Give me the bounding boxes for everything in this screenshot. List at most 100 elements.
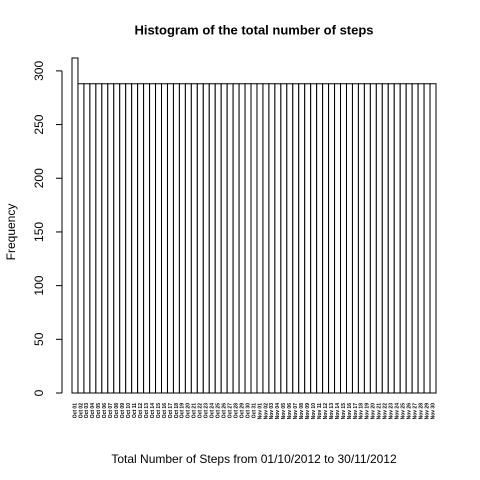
- x-axis-label: Total Number of Steps from 01/10/2012 to…: [111, 452, 397, 466]
- x-tick-label: Nov 18: [359, 403, 365, 420]
- bar: [274, 83, 282, 394]
- x-tick-label: Nov 22: [383, 403, 389, 420]
- x-tick-label: Oct 26: [221, 403, 227, 419]
- x-tick-label: Oct 17: [168, 403, 174, 419]
- x-tick-label: Oct 21: [192, 403, 198, 419]
- x-tick-label: Oct 13: [144, 403, 150, 419]
- x-tick-label: Nov 24: [395, 403, 401, 420]
- x-tick-label: Oct 19: [180, 403, 186, 419]
- x-tick-label: Oct 04: [90, 403, 96, 419]
- x-tick-label: Oct 01: [72, 403, 78, 419]
- x-tick-label: Nov 15: [341, 403, 347, 420]
- bar: [190, 83, 198, 394]
- x-tick-label: Oct 27: [227, 403, 233, 419]
- x-tick-label: Oct 29: [239, 403, 245, 419]
- x-tick-label: Oct 25: [216, 403, 222, 419]
- bar: [166, 83, 174, 394]
- x-tick-label: Nov 08: [299, 403, 305, 420]
- x-tick-label: Nov 02: [263, 403, 269, 420]
- x-tick-label: Oct 20: [186, 403, 192, 419]
- bar: [71, 57, 79, 394]
- x-tick-label: Nov 29: [424, 403, 430, 420]
- y-axis-label: Frequency: [4, 204, 18, 261]
- x-tick-label: Nov 27: [412, 403, 418, 420]
- x-tick-label: Nov 10: [311, 403, 317, 420]
- bar: [250, 83, 258, 394]
- bar: [292, 83, 300, 394]
- bar: [357, 83, 365, 394]
- x-tick-label: Nov 16: [347, 403, 353, 420]
- x-tick-label: Nov 04: [275, 403, 281, 420]
- bar: [131, 83, 139, 394]
- x-tick-label: Nov 25: [401, 403, 407, 420]
- bar: [83, 83, 91, 394]
- x-tick-label: Nov 11: [317, 403, 323, 419]
- x-tick-label: Oct 15: [156, 403, 162, 419]
- bar: [143, 83, 151, 394]
- bar: [387, 83, 395, 394]
- x-tick-label: Oct 08: [114, 403, 120, 419]
- y-tick-label: 100: [32, 275, 46, 295]
- bar: [226, 83, 234, 394]
- x-tick-label: Nov 03: [269, 403, 275, 420]
- x-tick-label: Oct 24: [210, 403, 216, 419]
- bar: [423, 83, 431, 394]
- x-tick-label: Nov 20: [371, 403, 377, 420]
- bar: [298, 83, 306, 394]
- bar: [244, 83, 252, 394]
- x-tick-label: Oct 14: [150, 403, 156, 419]
- x-tick-label: Oct 10: [126, 403, 132, 419]
- bar: [232, 83, 240, 394]
- bar: [375, 83, 383, 394]
- x-tick-label: Oct 11: [132, 403, 138, 418]
- bar: [363, 83, 371, 394]
- bar: [399, 83, 407, 394]
- bar: [429, 83, 437, 394]
- bar: [381, 83, 389, 394]
- bar: [405, 83, 413, 394]
- y-tick-label: 0: [32, 389, 46, 396]
- x-tick-label: Nov 06: [287, 403, 293, 420]
- bar: [208, 83, 216, 394]
- bar: [119, 83, 127, 394]
- x-tick-label: Nov 09: [305, 403, 311, 420]
- x-tick-label: Oct 22: [198, 403, 204, 419]
- bar: [149, 83, 157, 394]
- x-tick-label: Oct 28: [233, 403, 239, 419]
- x-tick-label: Oct 18: [174, 403, 180, 419]
- x-tick-label: Nov 01: [257, 403, 263, 420]
- bar: [238, 83, 246, 394]
- x-tick-label: Nov 28: [418, 403, 424, 420]
- bar: [184, 83, 192, 394]
- x-tick-label: Nov 23: [389, 403, 395, 420]
- x-tick-label: Oct 23: [204, 403, 210, 419]
- bar: [369, 83, 377, 394]
- bar: [322, 83, 330, 394]
- y-tick-label: 150: [32, 222, 46, 242]
- chart-title: Histogram of the total number of steps: [134, 22, 373, 37]
- x-tick-label: Oct 06: [102, 403, 108, 419]
- bar: [351, 83, 359, 394]
- x-tick-label: Nov 19: [365, 403, 371, 420]
- bar: [417, 83, 425, 394]
- bar: [95, 83, 103, 394]
- x-tick-label: Nov 12: [323, 403, 329, 420]
- bar: [316, 83, 324, 394]
- bar: [89, 83, 97, 394]
- bar: [155, 83, 163, 394]
- bar: [256, 83, 264, 394]
- bar: [202, 83, 210, 394]
- bar: [113, 83, 121, 394]
- x-tick-label: Nov 14: [335, 403, 341, 420]
- x-tick-label: Nov 07: [293, 403, 299, 420]
- x-tick-label: Oct 09: [120, 403, 126, 419]
- bar: [268, 83, 276, 394]
- bar: [411, 83, 419, 394]
- x-tick-label: Oct 03: [84, 403, 90, 419]
- y-tick-label: 50: [32, 332, 46, 346]
- x-tick-label: Oct 02: [78, 403, 84, 419]
- bar: [178, 83, 186, 394]
- y-tick-label: 250: [32, 114, 46, 134]
- y-tick-label: 300: [32, 61, 46, 81]
